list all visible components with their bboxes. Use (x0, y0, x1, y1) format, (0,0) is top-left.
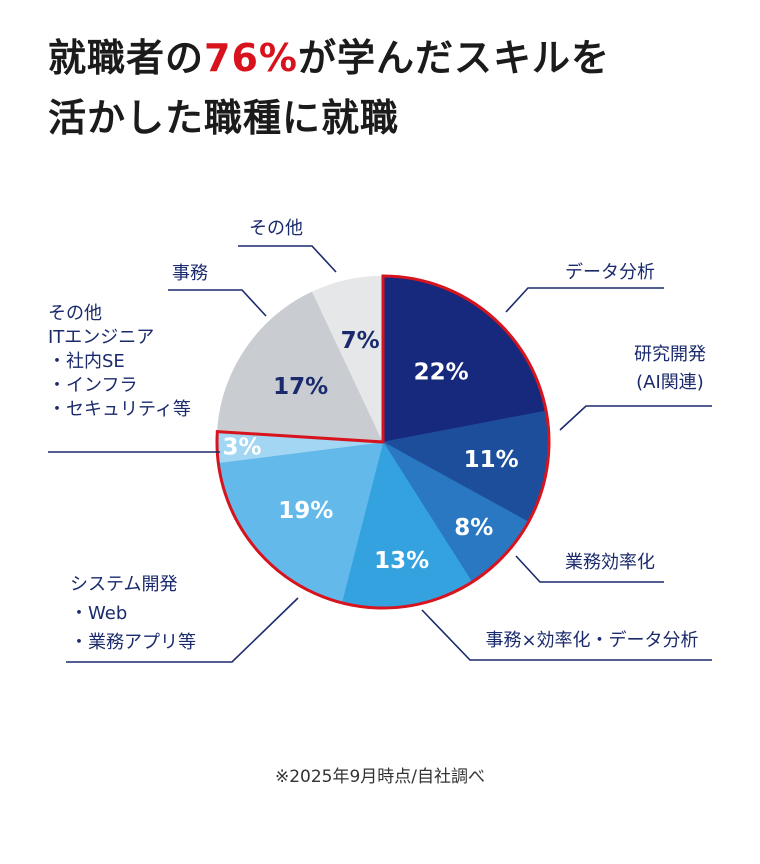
leader-line-7 (168, 289, 267, 317)
leader-line-3 (515, 555, 664, 583)
headline-text-a: 就職者の (48, 36, 205, 80)
percent-label-7: 17% (273, 374, 328, 400)
leader-line-4 (421, 609, 712, 661)
footnote: ※2025年9月時点/自社調べ (274, 767, 486, 787)
percent-label-3: 8% (454, 515, 493, 541)
category-label-5: システム開発・Web ・業務アプリ等 (70, 574, 196, 653)
headline-line-2: 活かした職種に就職 (48, 96, 400, 140)
category-label-2: 研究開発(AI関連) (634, 344, 706, 393)
leader-line-2 (559, 405, 712, 431)
leader-line-8 (238, 245, 337, 273)
headline-accent-percent: 76% (204, 36, 298, 80)
leader-lines (48, 245, 712, 663)
percent-label-2: 11% (464, 447, 519, 473)
percent-label-8: 7% (341, 328, 380, 354)
leader-line-5 (66, 597, 299, 663)
category-label-6: その他 ITエンジニア・社内SE ・インフラ・セキュリティ等 (48, 303, 191, 420)
pie-slice-7 (217, 291, 384, 443)
category-label-7: 事務 (172, 263, 208, 284)
percent-label-1: 22% (414, 360, 469, 386)
category-label-3: 業務効率化 (565, 552, 655, 573)
category-label-1: データ分析 (565, 262, 655, 283)
percent-label-5: 19% (278, 498, 333, 524)
headline-line-1: 就職者の76%が学んだスキルを (48, 28, 728, 88)
headline: 就職者の76%が学んだスキルを 活かした職種に就職 (48, 28, 728, 148)
headline-text-b: が学んだスキルを (297, 36, 610, 80)
percent-labels: 22% 11% 8% 13% 19% 3% 17% 7% (222, 328, 518, 574)
leader-line-1 (505, 287, 664, 313)
highlight-outline (215, 274, 551, 610)
category-label-4: 事務×効率化・データ分析 (485, 630, 698, 651)
highlight-outline-path (215, 274, 551, 610)
category-label-8: その他 (249, 218, 303, 239)
percent-label-6: 3% (222, 434, 261, 460)
percent-label-4: 13% (374, 548, 429, 574)
